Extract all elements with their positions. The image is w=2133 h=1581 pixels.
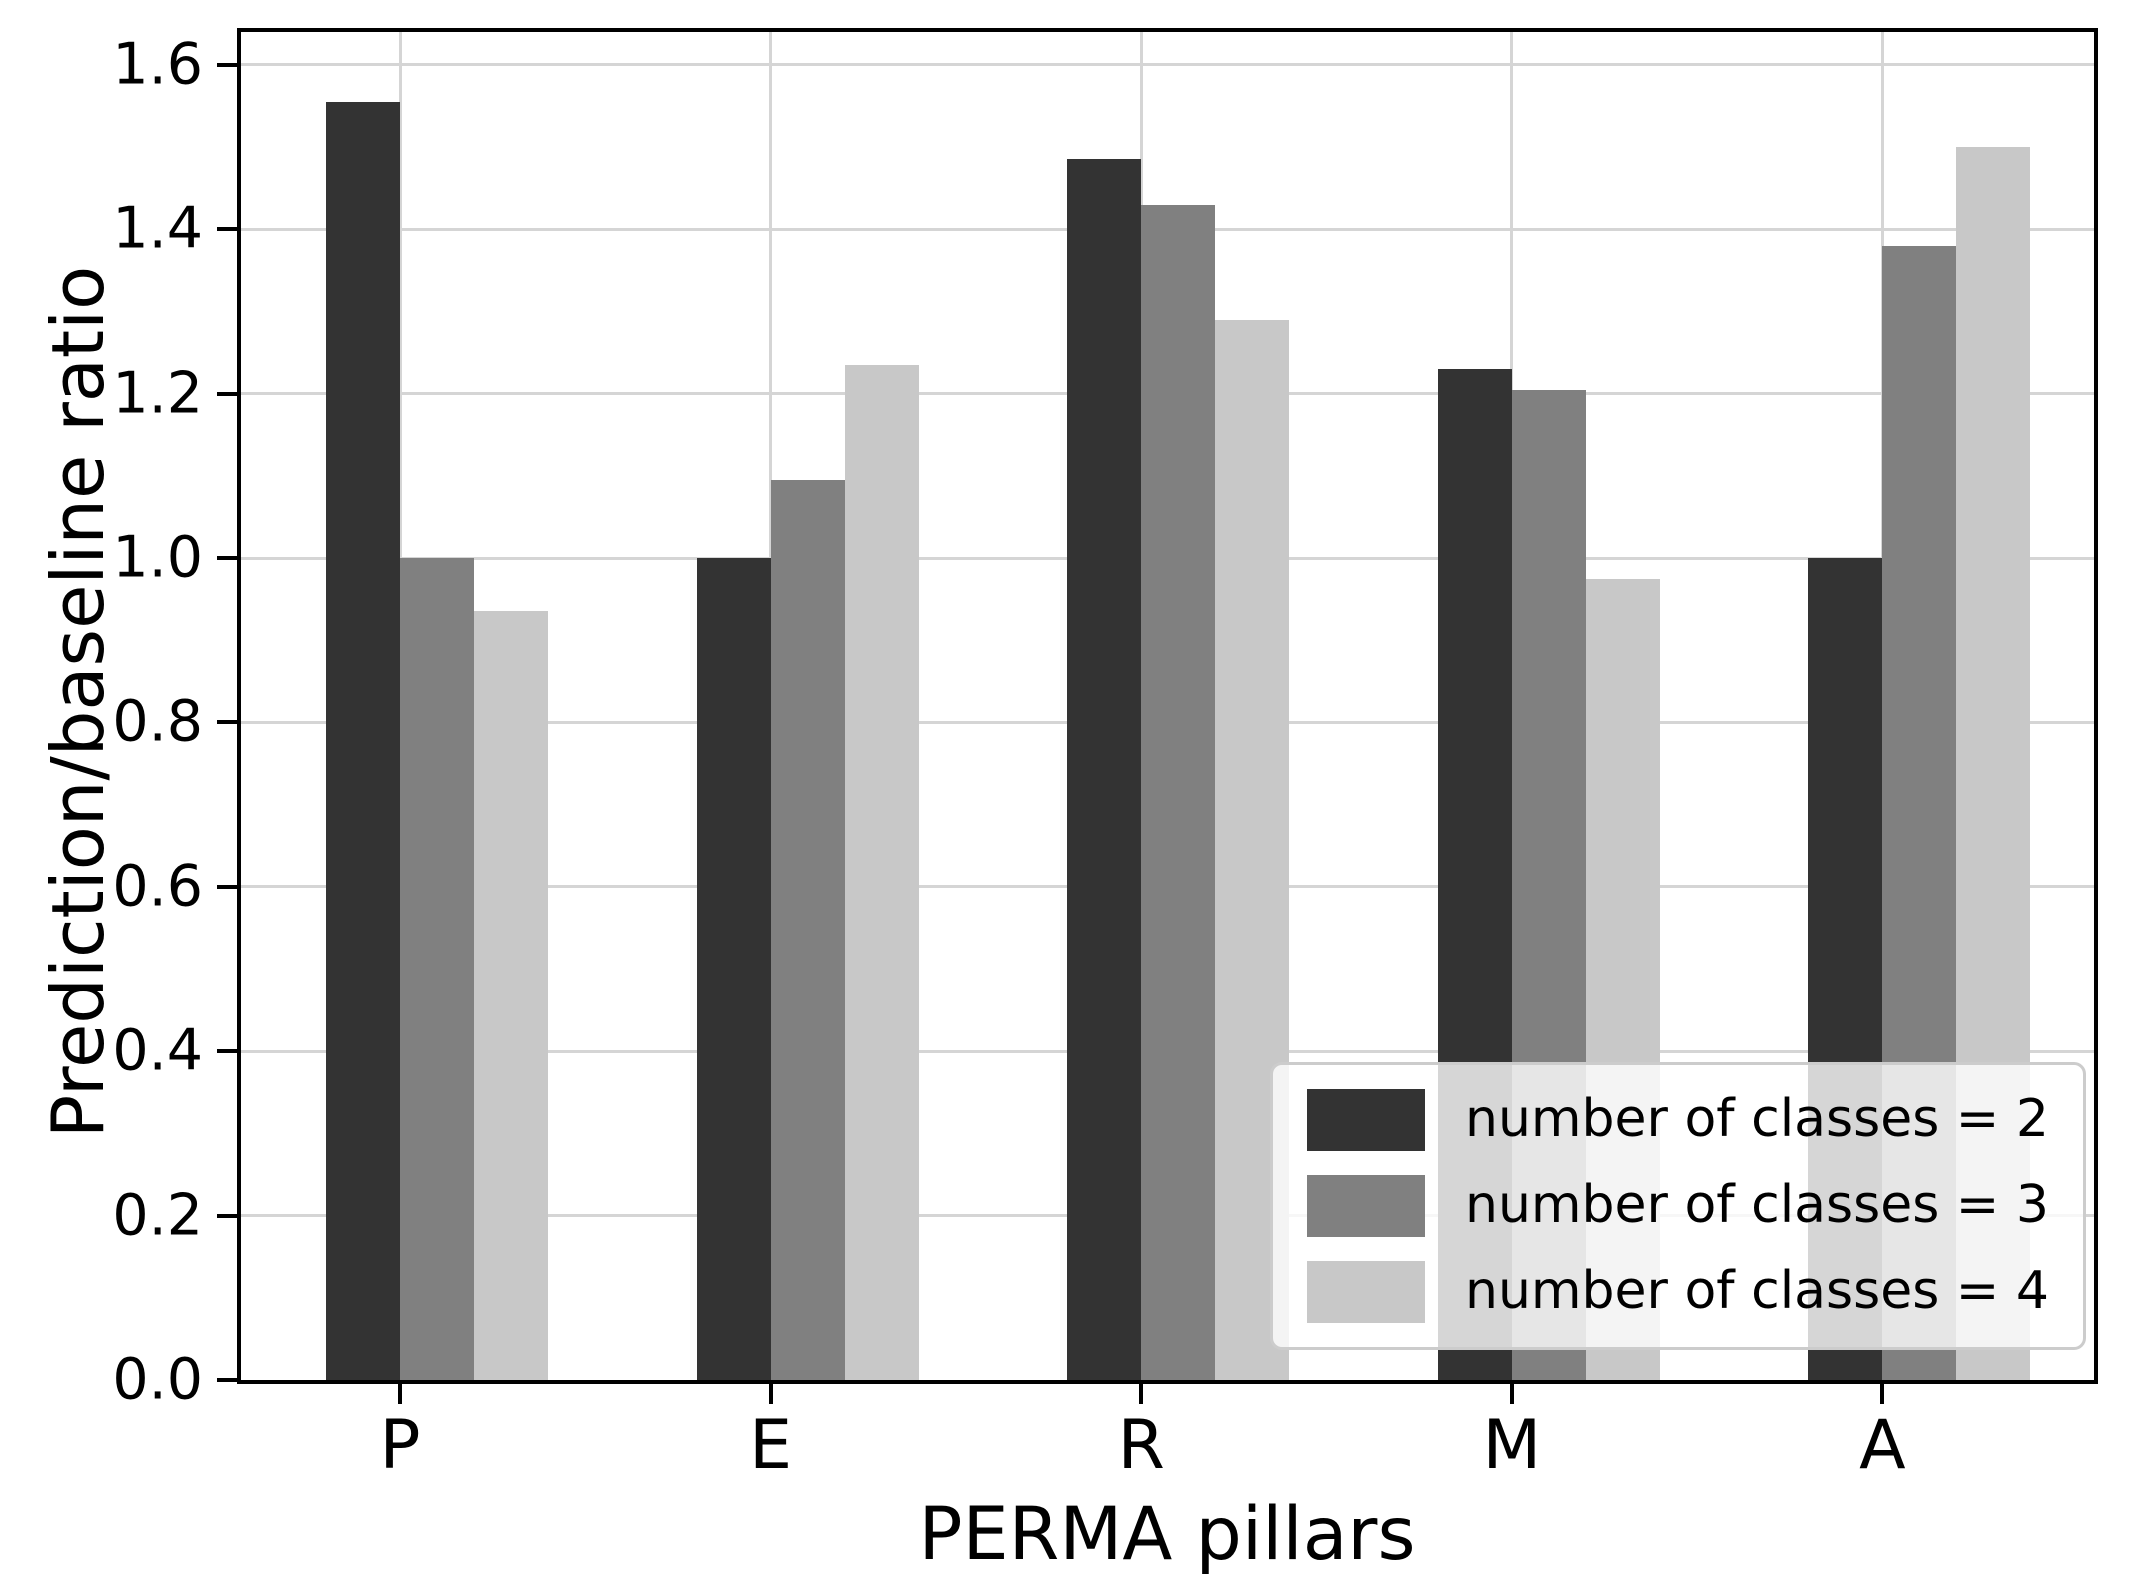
x-tick-mark-A: [1880, 1384, 1885, 1404]
x-axis-label: PERMA pillars: [918, 1492, 1416, 1577]
x-tick-label-R: R: [1117, 1406, 1165, 1485]
y-tick-label-1.6: 1.6: [112, 31, 203, 98]
legend: number of classes = 2 number of classes =…: [1269, 1062, 2086, 1350]
bar-R-series-3-classes: [1141, 204, 1216, 1380]
y-tick-label-0.8: 0.8: [112, 688, 203, 755]
y-tick-mark-1.0: [217, 556, 237, 561]
y-tick-mark-0.0: [217, 1378, 237, 1382]
legend-swatch-icon: [1306, 1261, 1425, 1323]
x-tick-mark-E: [768, 1384, 773, 1404]
bar-E-series-4-classes: [844, 364, 919, 1380]
x-tick-mark-R: [1139, 1384, 1144, 1404]
x-tick-label-M: M: [1482, 1406, 1542, 1485]
legend-row-3-classes: number of classes = 3: [1306, 1175, 2049, 1237]
legend-swatch-icon: [1306, 1089, 1425, 1151]
bar-E-series-2-classes: [696, 558, 771, 1380]
y-tick-label-0.4: 0.4: [112, 1017, 203, 1084]
y-tick-label-1.0: 1.0: [112, 524, 203, 591]
y-tick-label-1.4: 1.4: [112, 195, 203, 262]
y-tick-label-1.2: 1.2: [112, 360, 203, 427]
y-tick-mark-0.2: [217, 1213, 237, 1218]
bar-P-series-2-classes: [326, 101, 400, 1380]
gridline-h-1.6: [241, 63, 2094, 67]
legend-row-2-classes: number of classes = 2: [1306, 1089, 2049, 1151]
legend-row-4-classes: number of classes = 4: [1306, 1261, 2049, 1323]
bar-R-series-2-classes: [1067, 159, 1142, 1380]
y-tick-mark-1.2: [217, 391, 237, 396]
legend-label: number of classes = 4: [1464, 1261, 2049, 1322]
bar-P-series-3-classes: [400, 558, 474, 1380]
legend-label: number of classes = 2: [1464, 1089, 2049, 1150]
x-tick-mark-M: [1509, 1384, 1514, 1404]
y-tick-mark-1.4: [217, 227, 237, 232]
x-tick-label-A: A: [1859, 1406, 1906, 1485]
x-tick-label-E: E: [749, 1406, 793, 1485]
y-tick-mark-0.8: [217, 720, 237, 725]
y-tick-mark-0.6: [217, 884, 237, 889]
y-tick-label-0.6: 0.6: [112, 853, 203, 920]
x-tick-mark-P: [398, 1384, 402, 1404]
bar-E-series-3-classes: [770, 479, 845, 1380]
legend-swatch-icon: [1306, 1175, 1425, 1237]
bar-P-series-4-classes: [474, 611, 548, 1380]
y-tick-label-0.2: 0.2: [112, 1182, 203, 1249]
x-tick-label-P: P: [379, 1406, 421, 1485]
y-tick-mark-1.6: [217, 62, 237, 67]
legend-label: number of classes = 3: [1464, 1175, 2049, 1236]
y-tick-label-0.0: 0.0: [112, 1346, 203, 1413]
plot-area: number of classes = 2 number of classes =…: [237, 28, 2098, 1384]
y-tick-mark-0.4: [217, 1049, 237, 1054]
